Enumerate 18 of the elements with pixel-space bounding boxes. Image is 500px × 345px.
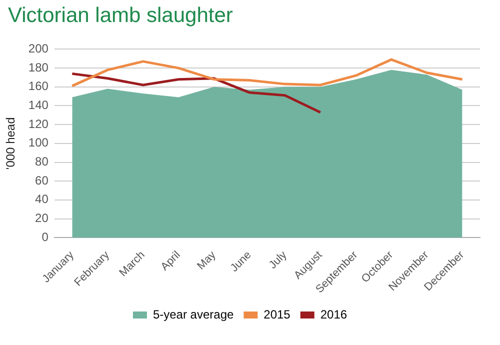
- y-axis-title: '000 head: [4, 117, 18, 170]
- x-tick-label: May: [195, 248, 219, 272]
- y-tick-label: 0: [42, 230, 49, 244]
- y-tick-label: 100: [28, 136, 49, 150]
- chart-title: Victorian lamb slaughter: [8, 4, 233, 28]
- y-tick-label: 140: [28, 98, 49, 112]
- y-tick-label: 200: [28, 42, 49, 56]
- y-tick-label: 180: [28, 60, 49, 74]
- legend-label: 2015: [264, 307, 291, 322]
- legend-label: 2016: [320, 307, 348, 322]
- y-tick-label: 60: [35, 173, 49, 188]
- y-tick-label: 120: [28, 116, 49, 131]
- y-tick-label: 160: [28, 79, 49, 94]
- y-tick-label: 20: [35, 211, 49, 226]
- y-tick-label: 80: [35, 154, 49, 169]
- x-tick-label: July: [266, 248, 290, 272]
- legend-label: 5-year average: [152, 307, 234, 322]
- y-tick-label: 40: [35, 192, 49, 206]
